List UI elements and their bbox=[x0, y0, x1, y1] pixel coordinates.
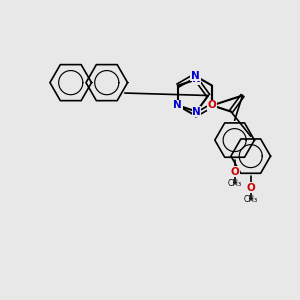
Text: O: O bbox=[246, 183, 255, 193]
Text: CH₃: CH₃ bbox=[228, 179, 242, 188]
Text: N: N bbox=[190, 71, 199, 81]
Text: N: N bbox=[192, 74, 201, 85]
Text: O: O bbox=[230, 167, 239, 177]
Text: N: N bbox=[192, 106, 201, 116]
Text: O: O bbox=[208, 100, 216, 110]
Text: N: N bbox=[208, 100, 216, 110]
Text: CH₃: CH₃ bbox=[244, 195, 258, 204]
Text: N: N bbox=[173, 100, 182, 110]
